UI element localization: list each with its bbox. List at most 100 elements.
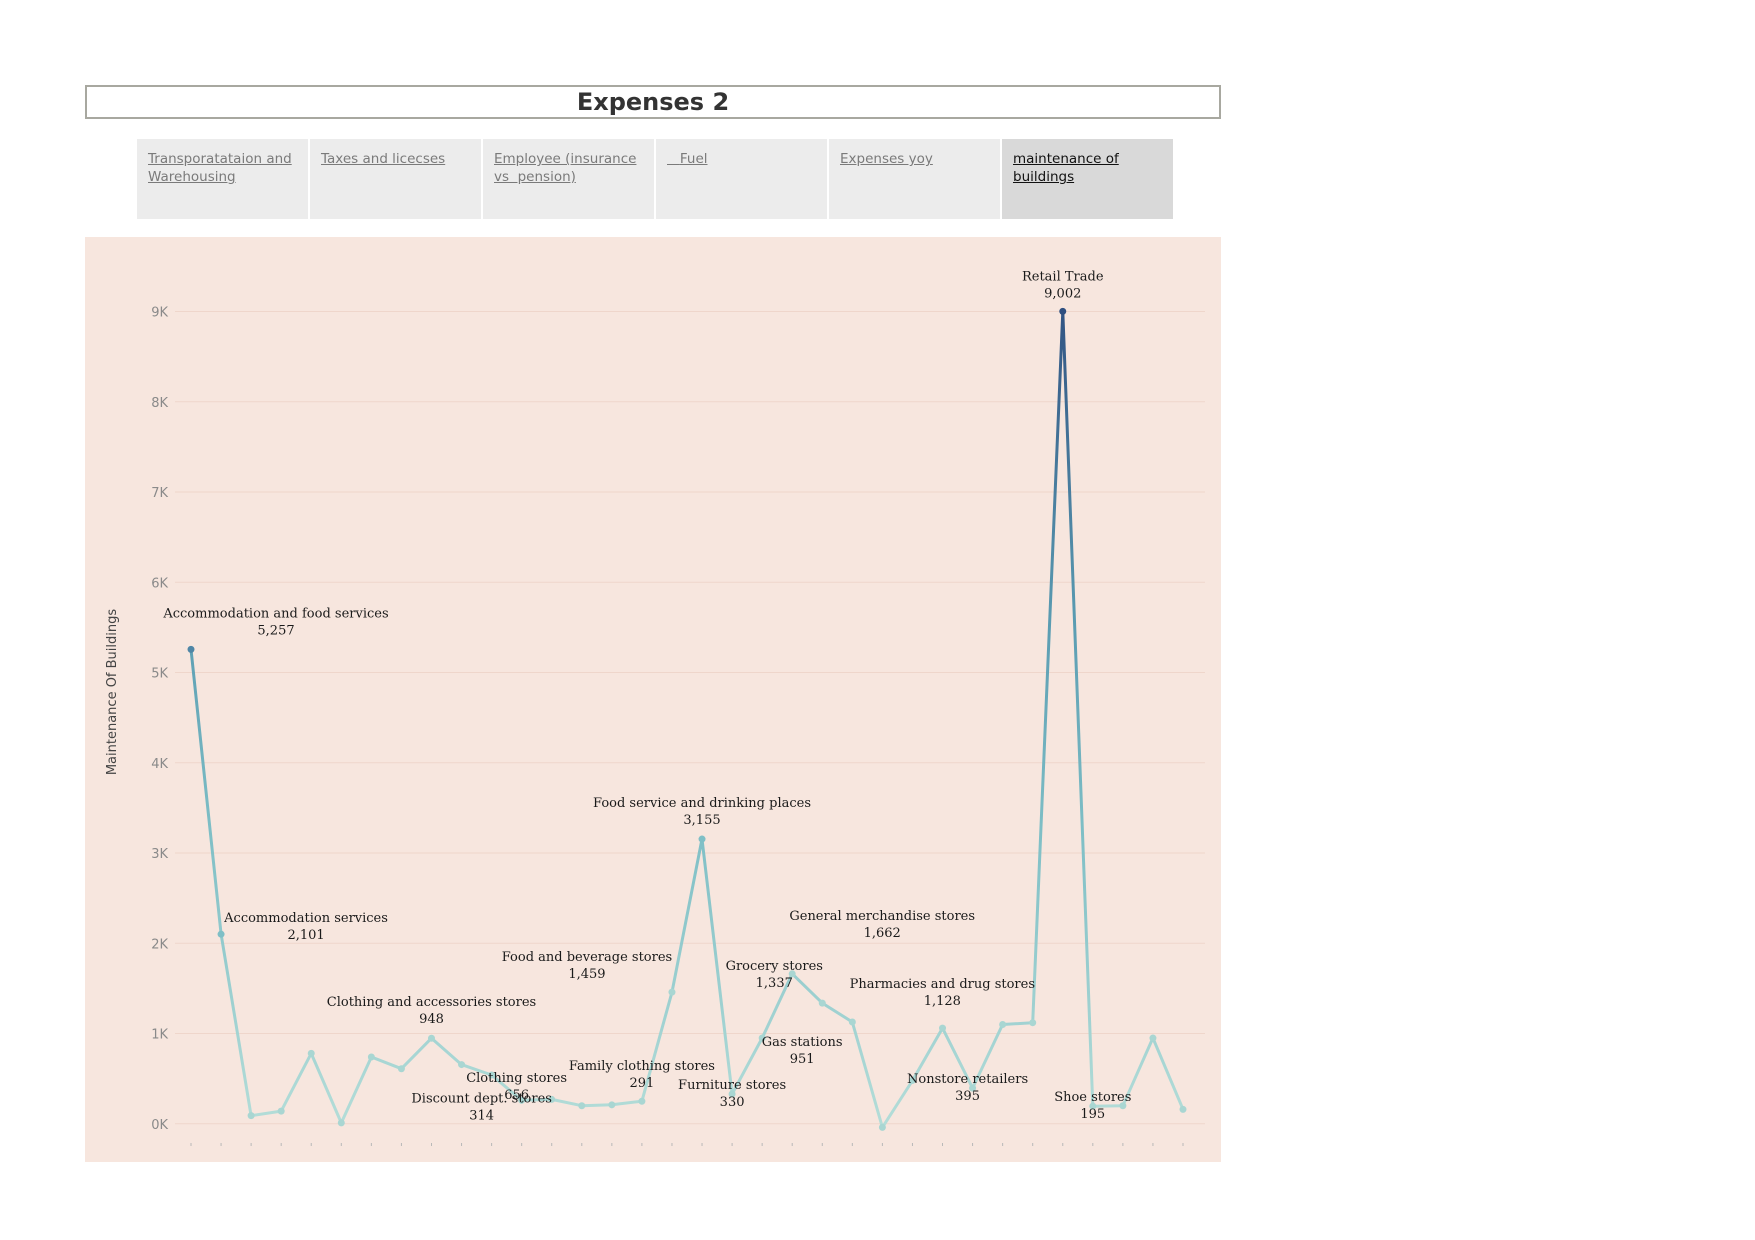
data-label-value: 1,459	[568, 967, 605, 982]
data-label-value: 1,128	[924, 994, 961, 1009]
data-point	[608, 1101, 616, 1109]
page-title: Expenses 2	[576, 88, 730, 116]
data-point	[367, 1053, 375, 1061]
tab-label: Taxes and licecses	[321, 151, 446, 167]
data-point	[1119, 1102, 1127, 1110]
y-tick-label: 1K	[151, 1028, 168, 1043]
data-label-value: 291	[629, 1076, 654, 1091]
data-point	[1059, 307, 1067, 315]
tab-fuel[interactable]: Fuel	[656, 139, 827, 219]
tab-label: maintenance of buildings	[1013, 151, 1119, 185]
data-point	[427, 1034, 435, 1042]
y-tick-label: 8K	[151, 396, 168, 411]
y-axis-title: Maintenance Of Buildings	[105, 609, 120, 776]
data-point	[1179, 1105, 1187, 1113]
data-label-value: 5,257	[257, 623, 294, 638]
data-label-name: Family clothing stores	[569, 1059, 715, 1074]
chart-panel: 0K 1K 2K 3K 4K 5K 6K 7K 8K 9K Maintenance Of Buil…	[85, 237, 1221, 1162]
tab-bar: Transporatataion and Warehousing Taxes a…	[137, 139, 1173, 219]
data-point	[818, 999, 826, 1007]
y-tick-label: 0K	[151, 1118, 168, 1133]
data-label-value: 951	[790, 1052, 815, 1067]
tab-label: Employee (insurance vs pension)	[494, 151, 637, 185]
tab-maintenance-of-buildings[interactable]: maintenance of buildings	[1002, 139, 1173, 219]
data-label-value: 948	[419, 1012, 444, 1027]
data-label-value: 3,155	[683, 813, 720, 828]
data-label-value: 395	[955, 1089, 980, 1104]
data-label-name: Pharmacies and drug stores	[850, 977, 1035, 992]
data-point	[548, 1095, 556, 1103]
y-tick-label: 5K	[151, 667, 168, 682]
data-point	[187, 645, 195, 653]
data-label-name: Gas stations	[762, 1035, 843, 1050]
data-label-value: 195	[1080, 1107, 1105, 1122]
data-point	[307, 1049, 315, 1057]
data-point	[578, 1102, 586, 1110]
data-label-name: Clothing stores	[466, 1071, 567, 1086]
gridlines	[175, 311, 1205, 1125]
data-point	[458, 1061, 466, 1069]
data-point	[518, 1096, 526, 1104]
tab-taxes-licenses[interactable]: Taxes and licecses	[310, 139, 481, 219]
data-label-value: 1,662	[864, 926, 901, 941]
data-point	[1089, 1102, 1097, 1110]
data-label-value: 2,101	[287, 928, 324, 943]
data-label-value: 314	[469, 1108, 494, 1123]
data-label-name: Grocery stores	[726, 959, 823, 974]
data-point	[969, 1084, 977, 1092]
y-tick-label: 7K	[151, 486, 168, 501]
x-axis	[190, 1143, 1184, 1146]
data-point	[217, 930, 225, 938]
y-tick-label: 6K	[151, 576, 168, 591]
data-point	[698, 835, 706, 843]
data-point	[1149, 1034, 1157, 1042]
tab-label: Transporatataion and Warehousing	[148, 151, 292, 185]
data-label-value: 1,337	[756, 976, 793, 991]
data-labels: Accommodation and food services 5,257 Acco…	[162, 269, 1131, 1123]
data-point	[758, 1034, 766, 1042]
data-point	[939, 1024, 947, 1032]
title-box: Expenses 2	[85, 85, 1221, 119]
data-point	[1029, 1019, 1037, 1027]
tab-label: Expenses yoy	[840, 151, 933, 167]
data-label-name: Discount dept. stores	[411, 1091, 552, 1106]
data-label-value: 9,002	[1044, 286, 1081, 301]
tab-label: Fuel	[667, 151, 708, 167]
data-label-name: Food and beverage stores	[502, 950, 672, 965]
data-point	[277, 1107, 285, 1115]
data-point	[247, 1112, 255, 1120]
data-point	[668, 988, 676, 996]
data-label-name: Accommodation services	[223, 911, 388, 926]
y-axis: 0K 1K 2K 3K 4K 5K 6K 7K 8K 9K	[151, 306, 168, 1133]
data-label-value: 656	[504, 1088, 529, 1103]
data-label-name: Nonstore retailers	[907, 1072, 1028, 1087]
data-label-name: Furniture stores	[678, 1078, 786, 1093]
data-points	[187, 307, 1187, 1131]
data-label-value: 330	[720, 1095, 745, 1110]
data-label-name: Clothing and accessories stores	[327, 995, 536, 1010]
data-point	[878, 1123, 886, 1131]
data-point	[999, 1021, 1007, 1029]
y-tick-label: 4K	[151, 757, 168, 772]
data-point	[728, 1090, 736, 1098]
data-point	[397, 1065, 405, 1073]
tab-expenses-yoy[interactable]: Expenses yoy	[829, 139, 1000, 219]
data-point	[488, 1071, 496, 1079]
data-point	[337, 1119, 345, 1127]
data-label-name: Food service and drinking places	[593, 796, 811, 811]
tab-employee-insurance-pension[interactable]: Employee (insurance vs pension)	[483, 139, 654, 219]
data-label-name: Shoe stores	[1054, 1090, 1131, 1105]
series-line	[189, 309, 1185, 1129]
series-path	[189, 309, 1185, 1129]
data-label-name: Accommodation and food services	[162, 606, 388, 621]
line-chart: 0K 1K 2K 3K 4K 5K 6K 7K 8K 9K Maintenance Of Buil…	[105, 269, 1205, 1146]
y-tick-label: 2K	[151, 937, 168, 952]
data-point	[638, 1097, 646, 1105]
tab-transportation-warehousing[interactable]: Transporatataion and Warehousing	[137, 139, 308, 219]
data-point	[788, 970, 796, 978]
data-point	[908, 1076, 916, 1084]
y-tick-label: 3K	[151, 847, 168, 862]
data-point	[848, 1018, 856, 1026]
data-label-name: General merchandise stores	[789, 909, 975, 924]
data-label-name: Retail Trade	[1022, 269, 1104, 284]
